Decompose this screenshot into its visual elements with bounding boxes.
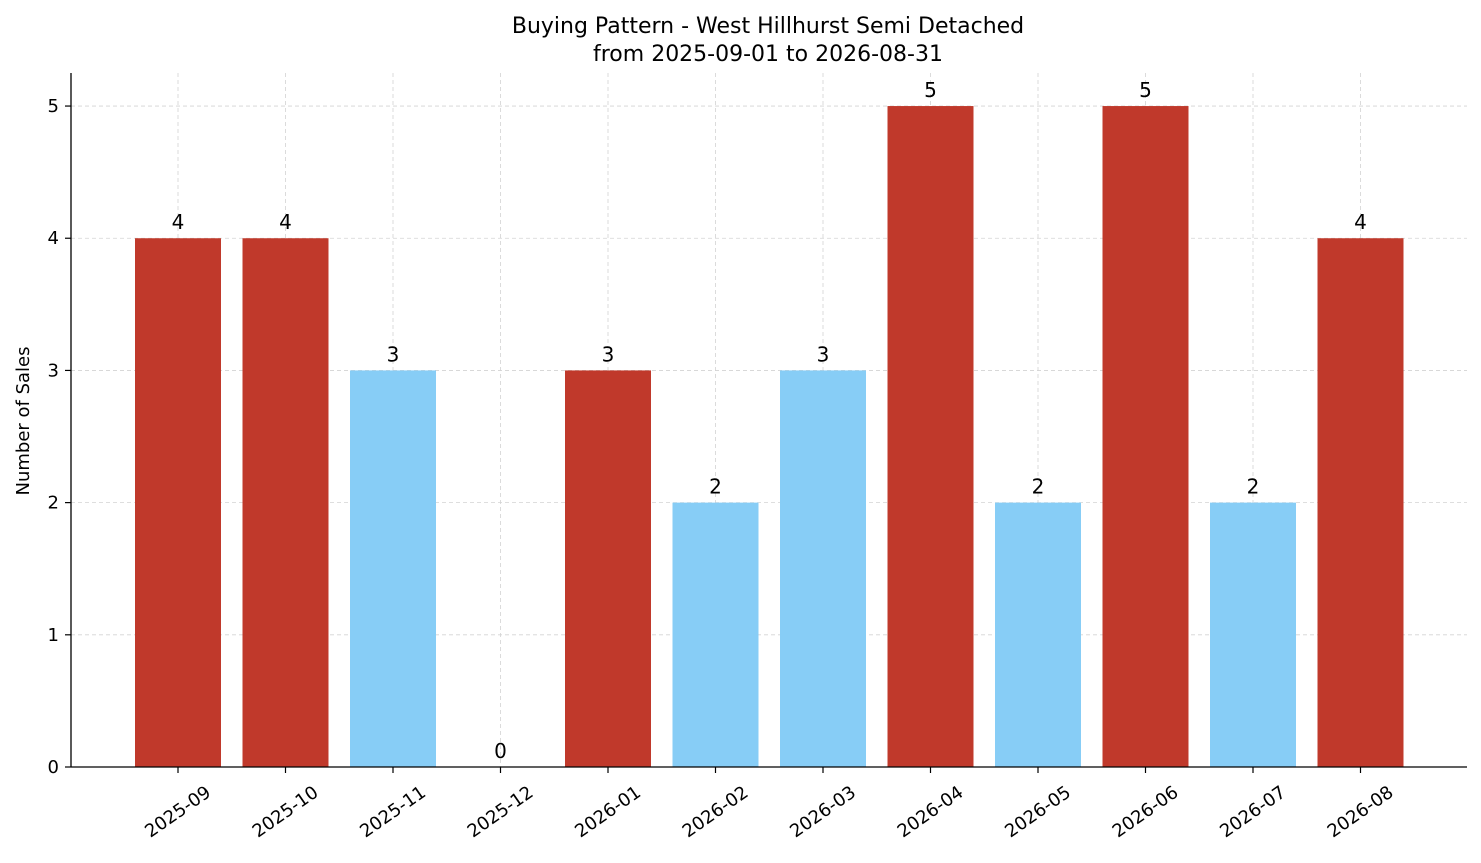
x-tick-label: 2025-12 <box>464 782 538 842</box>
bar <box>887 106 974 768</box>
x-tick-label: 2026-01 <box>571 782 645 842</box>
x-tick-label: 2026-03 <box>786 782 860 842</box>
x-tick-label: 2026-08 <box>1324 782 1398 842</box>
bar <box>780 370 866 767</box>
bar <box>995 502 1081 767</box>
bar <box>1102 106 1189 768</box>
bar-value-label: 3 <box>387 342 400 366</box>
data-labels-layer: 4 4 3 0 3 2 3 5 2 5 2 4 <box>172 78 1367 763</box>
bar-value-label: 2 <box>1032 475 1045 499</box>
bar <box>1210 502 1296 767</box>
bar <box>135 238 221 767</box>
x-tick-label: 2025-10 <box>249 782 323 842</box>
x-tick-label: 2025-11 <box>356 782 430 842</box>
bar-value-label: 4 <box>172 210 185 234</box>
bar <box>565 370 651 767</box>
y-tick-label: 2 <box>48 493 59 514</box>
bar-value-label: 3 <box>817 342 830 366</box>
y-axis-label: Number of Sales <box>13 346 34 495</box>
chart-title: Buying Pattern - West Hillhurst Semi Det… <box>512 14 1024 39</box>
bar-value-label: 0 <box>494 739 507 763</box>
y-tick-label: 5 <box>48 96 59 117</box>
bar-value-label: 4 <box>279 210 292 234</box>
bar-value-label: 2 <box>1247 475 1260 499</box>
bar <box>350 370 436 767</box>
y-tick-label: 1 <box>48 625 59 646</box>
y-tick-label: 0 <box>48 757 59 778</box>
chart-subtitle: from 2025-09-01 to 2026-08-31 <box>593 42 943 67</box>
x-tick-label: 2025-09 <box>141 782 215 842</box>
y-tick-label: 3 <box>48 360 59 381</box>
x-tick-label: 2026-02 <box>679 782 753 842</box>
bar <box>672 502 759 767</box>
bar <box>242 238 329 767</box>
bars-layer <box>135 106 1404 768</box>
x-tick-label: 2026-04 <box>894 782 968 842</box>
bar-value-label: 2 <box>709 475 722 499</box>
bar-value-label: 4 <box>1354 210 1367 234</box>
x-tick-label: 2026-07 <box>1216 782 1290 842</box>
bar <box>1317 238 1404 767</box>
bar-value-label: 3 <box>602 342 615 366</box>
y-tick-label: 4 <box>48 228 59 249</box>
x-tick-label: 2026-05 <box>1001 782 1075 842</box>
bar-value-label: 5 <box>924 78 937 102</box>
x-tick-label: 2026-06 <box>1109 782 1183 842</box>
bar-value-label: 5 <box>1139 78 1152 102</box>
